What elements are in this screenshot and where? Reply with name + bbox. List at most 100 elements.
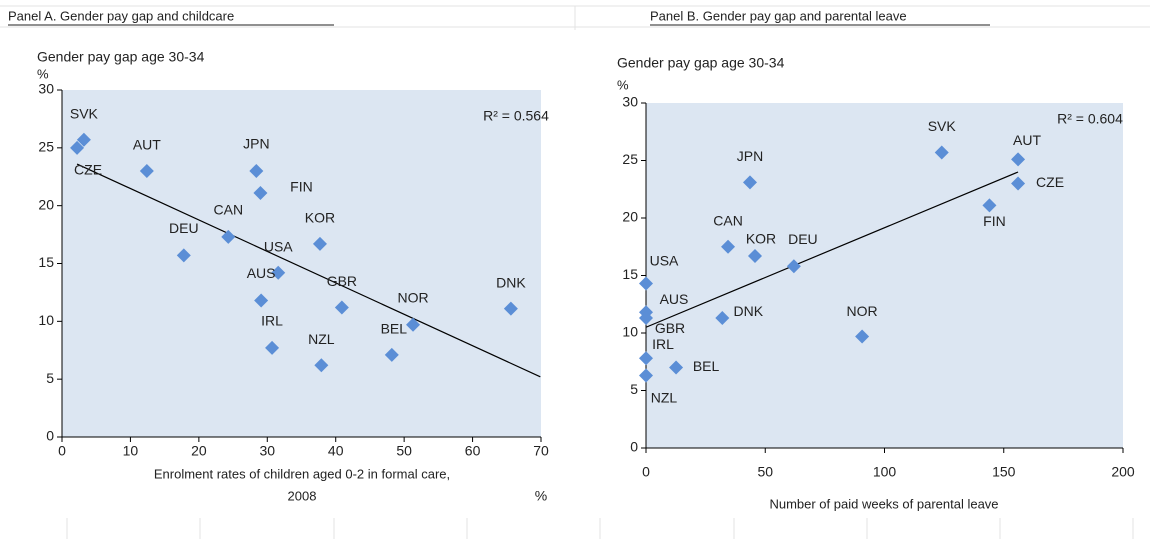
point-label: JPN [737, 148, 763, 164]
point [70, 140, 85, 155]
point-label: DEU [788, 231, 818, 247]
point-label: BEL [381, 321, 408, 337]
point-label: FIN [290, 179, 313, 195]
y-tick-label: 5 [46, 370, 54, 386]
point-label: USA [650, 252, 679, 268]
point [786, 259, 801, 274]
x-tick-label: 70 [533, 443, 549, 459]
point [669, 360, 684, 375]
y-axis-unit: % [617, 77, 629, 92]
point-label: NOR [847, 303, 878, 319]
point [855, 329, 870, 344]
point [314, 358, 329, 373]
point-label: BEL [693, 358, 720, 374]
x-tick-label: 30 [259, 443, 275, 459]
point [406, 317, 421, 332]
point-label: DEU [169, 220, 199, 236]
point [76, 132, 91, 147]
point [312, 236, 327, 251]
x-tick-label: 20 [191, 443, 207, 459]
point [721, 239, 736, 254]
x-axis-label: Enrolment rates of children aged 0-2 in … [154, 466, 450, 481]
point-label: JPN [243, 136, 269, 152]
y-tick-label: 30 [38, 81, 54, 97]
point-label: USA [264, 238, 293, 254]
point-label: AUS [660, 291, 689, 307]
x-tick-label: 10 [123, 443, 139, 459]
annotation: R² = 0.604 [1057, 111, 1123, 127]
point [742, 175, 757, 190]
sheet-lines [0, 5, 1150, 539]
point [1011, 152, 1026, 167]
x-tick-label: 100 [873, 464, 897, 480]
point-label: CZE [74, 162, 102, 178]
x-axis-unit: % [535, 488, 547, 504]
point-label: CAN [713, 212, 743, 228]
point [639, 311, 653, 326]
point [334, 300, 349, 315]
y-tick-label: 15 [622, 266, 638, 282]
point [639, 368, 653, 383]
y-tick-label: 5 [630, 381, 638, 397]
point-label: KOR [305, 210, 335, 226]
point-label: CAN [214, 202, 244, 218]
y-tick-label: 25 [622, 151, 638, 167]
point [1011, 176, 1026, 191]
y-tick-label: 30 [622, 94, 638, 110]
point-label: SVK [70, 105, 99, 121]
point [176, 248, 191, 263]
x-tick-label: 150 [992, 464, 1016, 480]
y-axis-label: Gender pay gap age 30-34 [37, 49, 205, 65]
point-label: FIN [983, 213, 1006, 229]
x-tick-label: 0 [58, 443, 66, 459]
point [982, 198, 997, 213]
y-tick-label: 20 [38, 196, 54, 212]
point [253, 185, 268, 200]
point-label: DNK [734, 303, 764, 319]
point [221, 229, 236, 244]
point-label: AUS [247, 265, 276, 281]
point [747, 248, 762, 263]
x-tick-label: 0 [642, 464, 650, 480]
point [384, 347, 399, 362]
y-axis-label: Gender pay gap age 30-34 [617, 55, 785, 71]
point-label: CZE [1036, 174, 1064, 190]
point-label: NZL [651, 389, 678, 405]
y-tick-label: 10 [38, 312, 54, 328]
plot-area [62, 90, 541, 437]
point [715, 311, 730, 326]
trendline [76, 163, 541, 378]
point-label: GBR [655, 320, 685, 336]
point [639, 351, 653, 366]
x-axis-label: Number of paid weeks of parental leave [769, 496, 998, 511]
point [265, 340, 280, 355]
point-label: NZL [308, 331, 335, 347]
x-axis-label: 2008 [288, 488, 317, 503]
point-label: AUT [1013, 132, 1041, 148]
y-tick-label: 10 [622, 324, 638, 340]
x-tick-label: 40 [328, 443, 344, 459]
point [271, 265, 286, 280]
point [139, 163, 154, 178]
point-label: KOR [746, 231, 776, 247]
y-tick-label: 0 [630, 439, 638, 455]
plot-area [646, 103, 1123, 448]
point-label: AUT [133, 137, 161, 153]
point-label: IRL [652, 336, 674, 352]
x-tick-label: 60 [465, 443, 481, 459]
x-tick-label: 50 [396, 443, 412, 459]
point-label: DNK [496, 274, 526, 290]
point [254, 293, 269, 308]
chart-title: Panel B. Gender pay gap and parental lea… [650, 8, 907, 23]
point [503, 301, 518, 316]
x-tick-label: 200 [1111, 464, 1135, 480]
chart-title: Panel A. Gender pay gap and childcare [8, 8, 234, 23]
point-label: SVK [928, 118, 957, 134]
point-label: GBR [327, 273, 357, 289]
point-label: IRL [261, 313, 283, 329]
y-tick-label: 0 [46, 428, 54, 444]
y-axis-unit: % [37, 66, 49, 81]
point [639, 276, 653, 291]
trendline [645, 171, 1019, 328]
